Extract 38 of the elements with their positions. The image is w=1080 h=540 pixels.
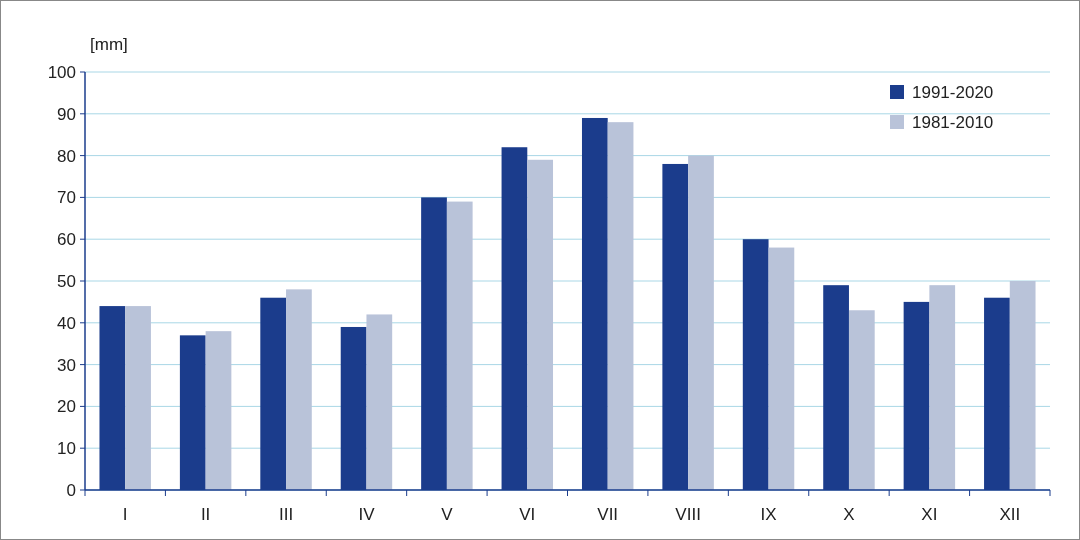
x-tick-label: X (843, 505, 855, 524)
y-tick-label: 100 (47, 62, 76, 82)
x-tick-label: V (441, 505, 454, 524)
x-tick-label: IV (358, 505, 376, 524)
x-tick-label: XII (999, 505, 1021, 524)
y-tick-label: 70 (57, 188, 76, 208)
y-tick-label: 10 (57, 439, 76, 459)
legend-label: 1981-2010 (912, 112, 994, 132)
y-tick-label: 50 (57, 271, 76, 291)
x-tick-label: VII (597, 505, 619, 524)
y-axis-title: [mm] (90, 35, 128, 54)
bar (607, 122, 634, 490)
y-tick-label: 40 (57, 313, 76, 333)
y-tick-label: 20 (57, 397, 76, 417)
bar (286, 289, 312, 490)
bar (205, 331, 232, 490)
x-tick-label: XI (921, 505, 938, 524)
bar (125, 306, 151, 490)
bar (848, 310, 875, 490)
x-tick-label: IX (760, 505, 777, 524)
bar (768, 247, 795, 490)
y-tick-label: 30 (57, 355, 76, 375)
y-tick-label: 0 (66, 480, 76, 500)
x-tick-label: II (200, 505, 211, 524)
x-tick-label: VI (519, 505, 536, 524)
bar (688, 155, 714, 490)
bar (929, 285, 956, 490)
x-tick-label: III (278, 505, 294, 524)
legend-label: 1991-2020 (912, 82, 994, 102)
y-tick-label: 80 (57, 146, 76, 166)
y-tick-label: 60 (57, 230, 76, 250)
bar (366, 314, 393, 490)
x-tick-label: VIII (675, 505, 701, 524)
x-tick-label: I (122, 505, 128, 524)
y-tick-label: 90 (57, 104, 76, 124)
bar (527, 159, 554, 490)
bar (446, 201, 473, 490)
bar (1009, 281, 1036, 490)
